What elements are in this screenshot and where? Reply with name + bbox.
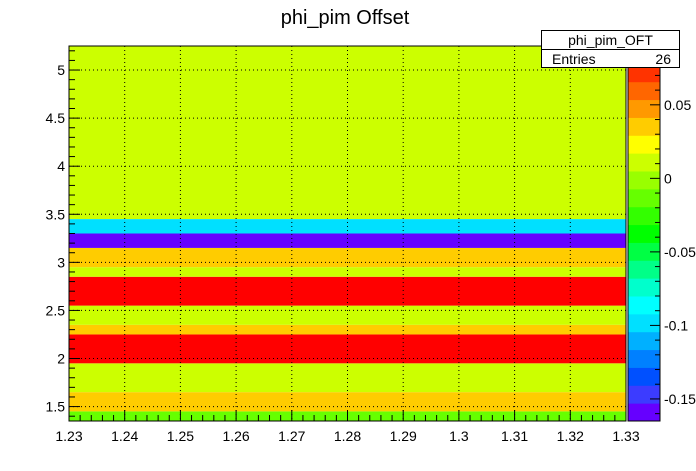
- palette-swatch: [628, 153, 660, 172]
- x-tick-label: 1.26: [222, 428, 249, 444]
- z-tick-label: -0.1: [664, 317, 688, 333]
- y-tick-label: 2: [57, 351, 65, 367]
- palette-swatch: [628, 81, 660, 101]
- y-tick-label: 4.5: [46, 110, 66, 126]
- chart-title: phi_pim Offset: [281, 7, 410, 29]
- heatmap-cell: [69, 46, 626, 220]
- y-tick-label: 3.5: [46, 206, 66, 222]
- stats-entries-label: Entries: [552, 51, 596, 67]
- heatmap-cell: [69, 305, 626, 325]
- palette-swatch: [628, 188, 660, 208]
- y-tick-label: 1.5: [46, 399, 66, 415]
- heatmap-cell: [69, 267, 626, 277]
- z-tick-label: 0.05: [664, 97, 691, 113]
- y-tick-label: 4: [57, 158, 65, 174]
- heatmap-cell: [69, 247, 626, 268]
- palette-swatch: [628, 385, 660, 404]
- palette-swatch: [628, 313, 660, 333]
- palette-swatch: [628, 349, 660, 368]
- x-tick-label: 1.33: [612, 428, 639, 444]
- x-tick-label: 1.32: [557, 428, 584, 444]
- stats-entries-value: 26: [655, 51, 671, 67]
- y-tick-label: 3: [57, 254, 65, 270]
- y-tick-label: 2.5: [46, 302, 66, 318]
- palette-swatch: [628, 99, 660, 118]
- palette-swatch: [628, 367, 660, 386]
- heatmap-cell: [69, 363, 626, 393]
- palette-swatch: [628, 135, 660, 154]
- x-tick-label: 1.25: [167, 428, 194, 444]
- palette-swatch: [628, 224, 660, 243]
- x-tick-label: 1.28: [334, 428, 361, 444]
- palette-swatch: [628, 296, 660, 315]
- palette-swatch: [628, 278, 660, 297]
- palette-swatch: [628, 331, 660, 351]
- heatmap-cell: [69, 392, 626, 412]
- x-tick-label: 1.24: [111, 428, 138, 444]
- palette-swatch: [628, 117, 660, 136]
- x-tick-label: 1.27: [278, 428, 305, 444]
- palette-swatch: [628, 242, 660, 261]
- heatmap-cell: [69, 233, 626, 248]
- x-tick-label: 1.23: [55, 428, 82, 444]
- stats-name: phi_pim_OFT: [542, 31, 679, 50]
- x-tick-label: 1.3: [449, 428, 469, 444]
- y-tick-label: 5: [57, 62, 65, 78]
- palette-swatch: [628, 171, 660, 190]
- x-tick-label: 1.29: [390, 428, 417, 444]
- palette-swatch: [628, 403, 660, 422]
- z-tick-label: -0.05: [664, 244, 696, 260]
- stats-box: phi_pim_OFT Entries 26: [541, 30, 680, 68]
- heatmap-cell: [69, 324, 626, 335]
- palette-swatch: [628, 260, 660, 279]
- palette-swatch: [628, 63, 660, 83]
- palette-swatch: [628, 206, 660, 226]
- heatmap-cell: [69, 276, 626, 306]
- x-tick-label: 1.31: [501, 428, 528, 444]
- z-tick-label: -0.15: [664, 391, 696, 407]
- z-tick-label: 0: [664, 170, 672, 186]
